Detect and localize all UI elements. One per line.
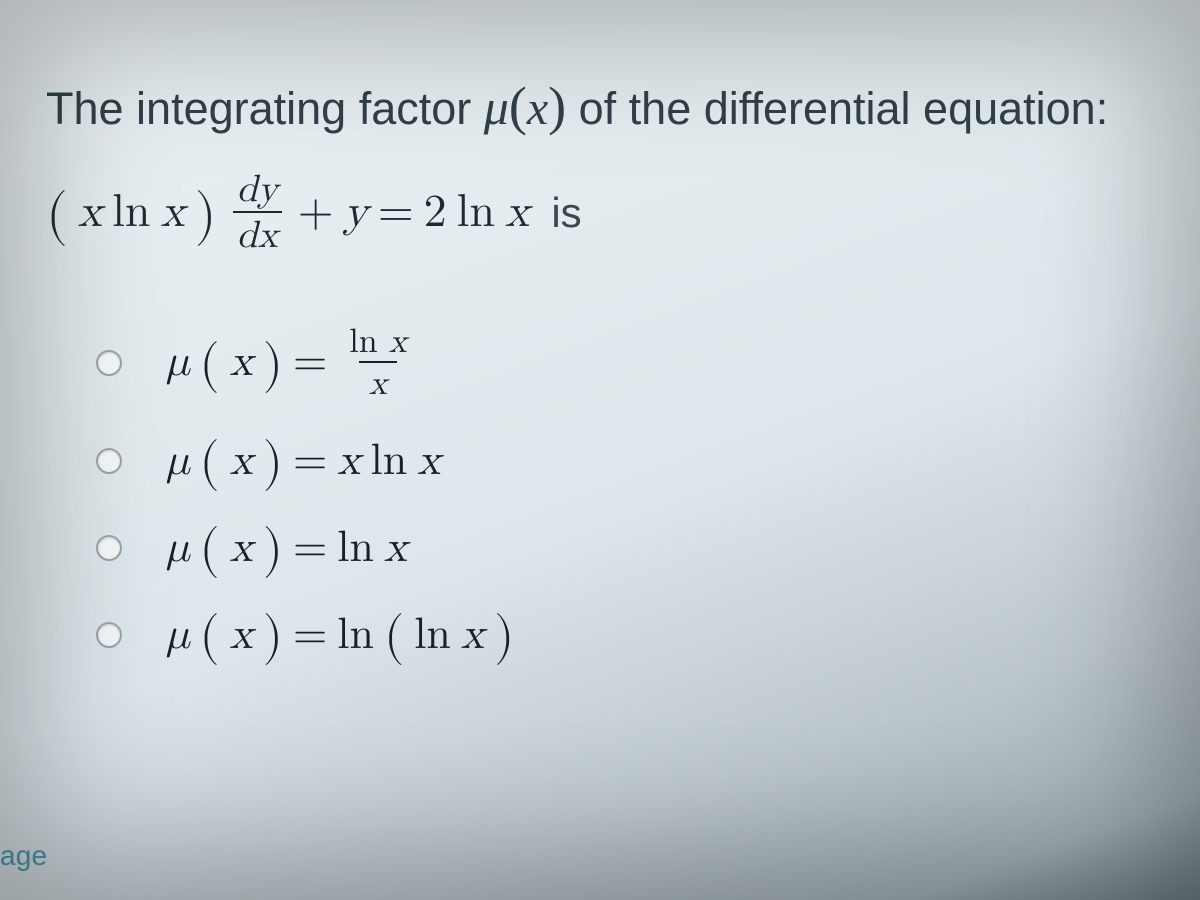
option-math: μ(x) = x ln x (166, 435, 440, 488)
radio-button[interactable] (96, 448, 122, 474)
radio-button[interactable] (96, 535, 122, 561)
opt-mu: μ (166, 609, 189, 662)
stem-prefix: The integrating factor (46, 83, 484, 134)
stem-paren-close: ) (548, 76, 566, 136)
eq-frac: dy dx (233, 171, 282, 255)
opt-frac-ln: ln (349, 325, 377, 359)
opt-equals: = (293, 435, 327, 488)
opt-x: x (230, 336, 253, 389)
option-row[interactable]: μ(x) = ln x (96, 522, 1154, 575)
eq-x1: x (78, 185, 102, 240)
equation: ( x ln x ) dy dx + y = 2 ln x is (46, 171, 1154, 255)
opt-mu: μ (166, 336, 189, 389)
eq-x2: x (160, 185, 184, 240)
eq-is: is (551, 189, 581, 237)
page-link[interactable]: age (0, 840, 47, 872)
option-math: μ(x) = ln x (166, 522, 407, 575)
opt-x2: x (461, 609, 484, 662)
option-math: μ(x) = ln(ln x) (166, 609, 514, 662)
opt-frac-num: ln x (343, 325, 413, 361)
opt-frac-den: x (359, 361, 397, 401)
opt-equals: = (293, 609, 327, 662)
opt-ln2: ln (414, 609, 451, 662)
opt-ln: ln (337, 522, 374, 575)
stem-mu: μ (484, 79, 509, 135)
eq-ln1: ln (112, 185, 150, 240)
question-stem: The integrating factor μ(x) of the diffe… (46, 70, 1154, 143)
opt-x3: x (417, 435, 440, 488)
option-row[interactable]: μ(x) = ln(ln x) (96, 609, 1154, 662)
opt-x2: x (384, 522, 407, 575)
opt-equals: = (293, 522, 327, 575)
eq-equals: = (378, 185, 414, 240)
opt-x2: x (337, 435, 360, 488)
opt-x: x (230, 609, 253, 662)
eq-plus: + (298, 185, 334, 240)
radio-button[interactable] (96, 622, 122, 648)
opt-equals: = (293, 336, 327, 389)
eq-x3: x (505, 185, 529, 240)
opt-frac: ln x x (343, 325, 413, 401)
stem-suffix: of the differential equation: (566, 83, 1108, 134)
opt-x: x (230, 435, 253, 488)
radio-button[interactable] (96, 350, 122, 376)
opt-ln1: ln (337, 609, 374, 662)
question-area: The integrating factor μ(x) of the diffe… (0, 0, 1200, 662)
opt-ln: ln (371, 435, 408, 488)
stem-x: x (527, 82, 548, 135)
eq-frac-den: dx (233, 211, 282, 255)
opt-frac-num-x: x (389, 325, 407, 359)
opt-x: x (230, 522, 253, 575)
stem-paren-open: ( (509, 76, 527, 136)
eq-y: y (344, 185, 368, 240)
options-list: μ(x) = ln x x μ(x) = x ln x (46, 325, 1154, 662)
option-row[interactable]: μ(x) = x ln x (96, 435, 1154, 488)
eq-ln2: ln (457, 185, 495, 240)
opt-mu: μ (166, 435, 189, 488)
option-row[interactable]: μ(x) = ln x x (96, 325, 1154, 401)
opt-mu: μ (166, 522, 189, 575)
eq-two: 2 (424, 185, 447, 240)
option-math: μ(x) = ln x x (166, 325, 413, 401)
eq-frac-num: dy (233, 171, 282, 211)
